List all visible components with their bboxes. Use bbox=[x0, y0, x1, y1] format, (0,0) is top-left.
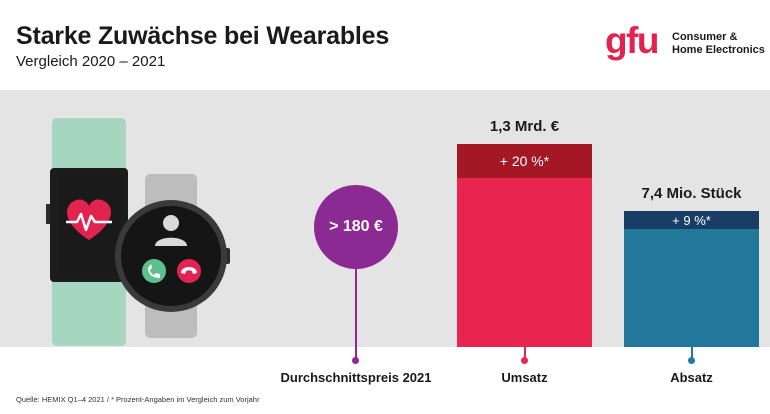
revenue-growth-label: + 20 %* bbox=[499, 153, 550, 169]
units-value-label: 7,4 Mio. Stück bbox=[641, 185, 742, 202]
price-stem bbox=[355, 269, 357, 361]
chart-subtitle: Vergleich 2020 – 2021 bbox=[16, 53, 166, 70]
price-bubble: > 180 € bbox=[314, 185, 398, 269]
units-growth-label: + 9 %* bbox=[672, 212, 711, 228]
revenue-bar bbox=[457, 178, 592, 347]
price-dot bbox=[352, 357, 359, 364]
units-stem bbox=[691, 347, 693, 361]
wearables-illustration bbox=[46, 118, 230, 346]
category-label-price: Durchschnittspreis 2021 bbox=[280, 370, 432, 385]
revenue-growth-segment: + 20 %* bbox=[457, 144, 592, 178]
units-dot bbox=[688, 357, 695, 364]
fitness-tracker-heart-icon bbox=[46, 118, 128, 346]
revenue-stem bbox=[524, 347, 526, 361]
logo-text-line-2: Home Electronics bbox=[672, 44, 765, 56]
category-label-units: Absatz bbox=[670, 370, 713, 385]
gfu-logo: gfu bbox=[605, 20, 660, 61]
chart-title: Starke Zuwächse bei Wearables bbox=[16, 22, 390, 50]
logo-text-line-1: Consumer & bbox=[672, 31, 738, 43]
source-footnote: Quelle: HEMIX Q1–4 2021 / * Prozent-Anga… bbox=[16, 395, 260, 404]
units-growth-segment: + 9 %* bbox=[624, 211, 759, 229]
smartwatch-call-icon bbox=[115, 174, 230, 338]
price-value-label: > 180 € bbox=[329, 218, 383, 235]
category-label-revenue: Umsatz bbox=[501, 370, 548, 385]
revenue-dot bbox=[521, 357, 528, 364]
units-bar bbox=[624, 229, 759, 347]
revenue-value-label: 1,3 Mrd. € bbox=[489, 118, 560, 135]
